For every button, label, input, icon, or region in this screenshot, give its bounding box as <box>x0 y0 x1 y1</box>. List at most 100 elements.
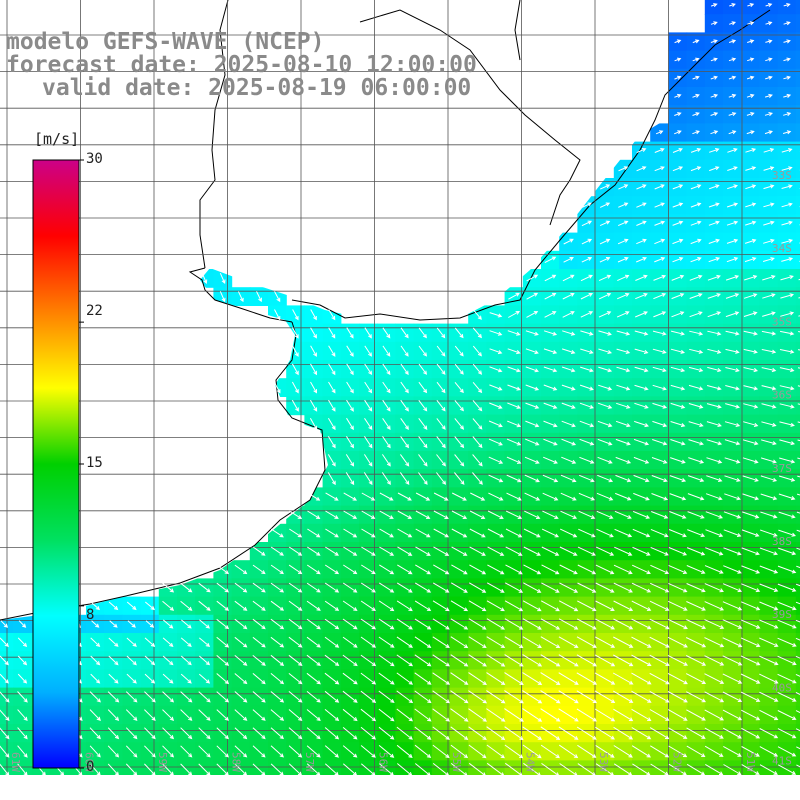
wind-arrow <box>523 528 541 538</box>
wind-arrow <box>708 238 720 244</box>
wind-arrow <box>364 345 372 357</box>
wind-arrow <box>686 709 706 721</box>
wind-arrow <box>489 402 503 409</box>
wind-arrow <box>578 510 596 519</box>
speed-cell <box>795 542 800 561</box>
wind-arrow <box>325 546 339 556</box>
wind-arrow <box>342 582 358 593</box>
wind-arrow <box>472 345 482 357</box>
wind-arrow <box>745 166 757 171</box>
wind-arrow <box>90 673 101 684</box>
wind-arrow <box>780 275 794 281</box>
wind-arrow <box>346 327 354 339</box>
wind-arrow <box>744 275 758 281</box>
wind-arrow <box>795 619 800 623</box>
wind-arrow <box>328 399 336 412</box>
wind-arrow <box>414 636 432 649</box>
wind-arrow <box>252 745 266 758</box>
wind-arrow <box>704 637 725 648</box>
wind-arrow <box>781 257 794 262</box>
wind-arrow <box>561 366 576 373</box>
wind-arrow <box>542 782 558 794</box>
wind-arrow <box>710 3 718 8</box>
wind-arrow <box>436 381 446 394</box>
wind-arrow <box>504 636 524 649</box>
wind-arrow <box>252 673 266 685</box>
wind-arrow <box>615 420 631 428</box>
wind-arrow <box>380 782 394 794</box>
wind-arrow <box>743 330 758 336</box>
wind-arrow <box>252 636 266 648</box>
wind-arrow <box>631 564 651 575</box>
wind-arrow <box>418 381 428 394</box>
wind-arrow <box>759 746 779 757</box>
wind-arrow <box>361 510 376 519</box>
wind-arrow <box>163 782 174 793</box>
wind-arrow <box>759 637 779 647</box>
wind-arrow <box>540 600 560 612</box>
wind-arrow <box>562 330 576 336</box>
speed-cell <box>195 760 214 775</box>
wind-arrow <box>543 456 558 464</box>
wind-arrow <box>414 763 431 775</box>
wind-arrow <box>487 564 505 575</box>
wind-arrow <box>686 727 706 739</box>
speed-cell <box>795 451 800 470</box>
wind-arrow <box>760 511 778 519</box>
wind-arrow <box>765 3 773 8</box>
wind-arrow <box>654 184 665 190</box>
wind-arrow <box>468 636 487 649</box>
wind-arrow <box>486 726 506 741</box>
speed-cell <box>140 760 160 775</box>
wind-arrow <box>454 418 465 430</box>
wind-arrow <box>795 673 800 677</box>
wind-arrow <box>617 238 629 245</box>
wind-arrow <box>436 454 446 467</box>
wind-arrow <box>674 130 682 135</box>
wind-arrow <box>777 565 797 574</box>
speed-cell <box>322 760 342 775</box>
wind-arrow <box>795 655 800 659</box>
wind-arrow <box>486 762 505 775</box>
wind-arrow <box>201 273 208 284</box>
wind-arrow <box>615 492 632 501</box>
wind-arrow <box>649 727 670 740</box>
wind-arrow <box>398 782 412 794</box>
wind-arrow <box>472 400 483 412</box>
wind-arrow <box>783 57 791 62</box>
wind-arrow <box>650 528 669 538</box>
wind-arrow <box>780 293 794 299</box>
wind-arrow <box>379 510 394 519</box>
wind-arrow <box>452 782 467 794</box>
wind-arrow <box>343 528 358 538</box>
wind-arrow <box>234 763 247 775</box>
wind-arrow <box>560 782 577 794</box>
wind-arrow <box>742 457 759 464</box>
wind-arrow <box>488 492 504 501</box>
wind-arrow <box>432 654 450 667</box>
wind-arrow <box>288 745 303 758</box>
wind-arrow <box>726 257 739 263</box>
wind-arrow <box>779 439 796 446</box>
wind-arrow <box>727 184 738 190</box>
wind-arrow <box>345 454 355 467</box>
wind-arrow <box>489 348 503 355</box>
wind-arrow <box>543 420 558 428</box>
wind-arrow <box>763 148 775 153</box>
wind-arrow <box>723 547 742 556</box>
wind-arrow <box>253 782 265 793</box>
wind-arrow <box>779 367 795 373</box>
wind-arrow <box>17 637 28 648</box>
forecast-date: forecast date: 2025-08-10 12:00:00 <box>6 52 477 78</box>
wind-arrow <box>635 311 648 318</box>
wind-arrow <box>777 637 797 647</box>
speed-cell <box>795 87 800 106</box>
longitude-labels: 61W 60W 59W 58W 57W 56W 55W 54W 53W 52W 51W <box>9 752 757 772</box>
wind-arrow <box>617 257 629 263</box>
wind-arrow <box>270 654 285 666</box>
speed-cell <box>232 779 251 798</box>
wind-arrow <box>670 439 686 446</box>
wind-arrow <box>360 618 377 630</box>
wind-arrow <box>540 654 561 667</box>
